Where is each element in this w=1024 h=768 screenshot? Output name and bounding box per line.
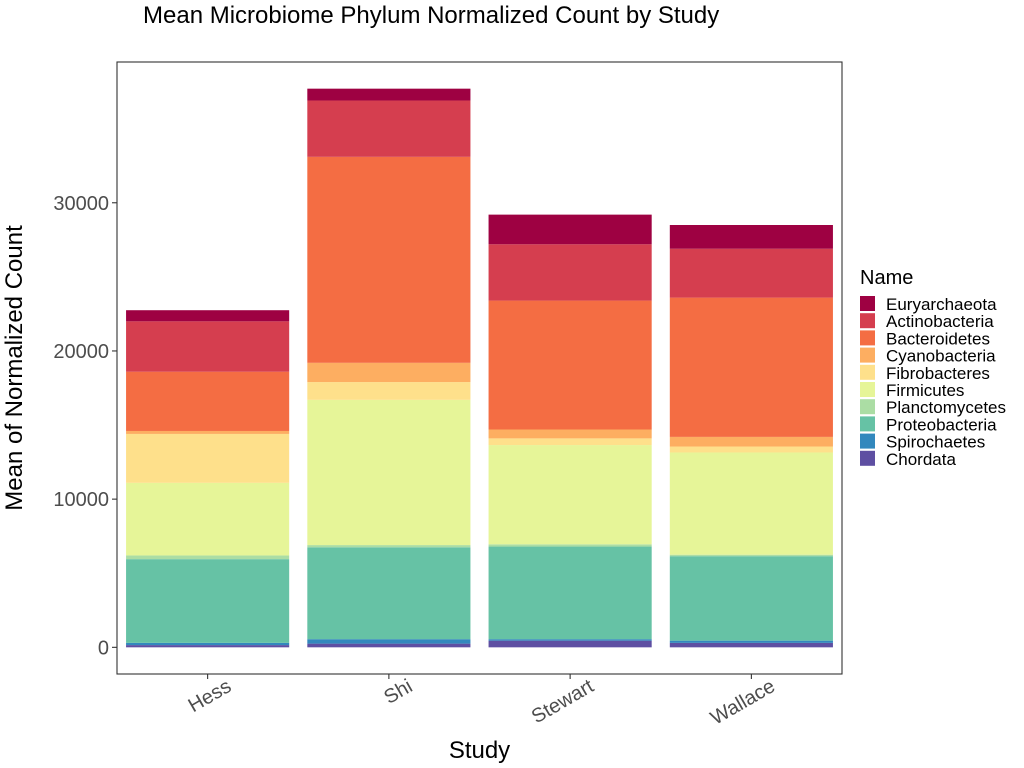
bar-segment-wallace-bacteroidetes: [669, 297, 833, 437]
bar-segment-wallace-fibrobacteres: [669, 446, 833, 453]
legend-label-actinobacteria: Actinobacteria: [886, 312, 994, 331]
bar-segment-stewart-chordata: [488, 640, 652, 648]
legend-swatch-chordata: [860, 450, 875, 466]
bar-segment-hess-actinobacteria: [126, 321, 290, 372]
bar-segment-stewart-actinobacteria: [488, 244, 652, 301]
bar-segment-shi-cyanobacteria: [307, 362, 471, 383]
bar-segment-wallace-planctomycetes: [669, 554, 833, 557]
legend-swatch-bacteroidetes: [860, 330, 875, 346]
plot-panel-border: [116, 61, 843, 675]
bar-segment-shi-chordata: [307, 643, 471, 648]
legend-label-cyanobacteria: Cyanobacteria: [886, 347, 996, 366]
y-axis: 0 10000 20000 30000: [53, 193, 117, 659]
legend-swatch-euryarchaeota: [860, 296, 875, 311]
bar-segment-hess-firmicutes: [126, 482, 290, 556]
bar-segment-stewart-planctomycetes: [488, 544, 652, 547]
legend: Name EuryarchaeotaActinobacteriaBacteroi…: [860, 267, 1006, 469]
bar-segment-stewart-spirochaetes: [488, 639, 652, 641]
bar-segment-stewart-firmicutes: [488, 445, 652, 545]
legend-label-fibrobacteres: Fibrobacteres: [886, 364, 990, 383]
bar-segment-wallace-proteobacteria: [669, 556, 833, 641]
bar-segment-shi-euryarchaeota: [307, 88, 471, 101]
bar-segment-hess-cyanobacteria: [126, 430, 290, 434]
bar-segment-stewart-proteobacteria: [488, 546, 652, 640]
legend-label-spirochaetes: Spirochaetes: [886, 433, 985, 452]
bar-segment-stewart-euryarchaeota: [488, 214, 652, 245]
bar-segment-stewart-bacteroidetes: [488, 300, 652, 430]
y-axis-title: Mean of Normalized Count: [1, 225, 28, 511]
legend-label-proteobacteria: Proteobacteria: [886, 415, 997, 434]
legend-swatch-fibrobacteres: [860, 364, 875, 380]
legend-label-planctomycetes: Planctomycetes: [886, 398, 1006, 417]
legend-swatch-planctomycetes: [860, 399, 875, 415]
x-axis-title: Study: [449, 737, 510, 764]
bar-segment-hess-chordata: [126, 645, 290, 648]
bar-segment-shi-fibrobacteres: [307, 382, 471, 400]
legend-label-bacteroidetes: Bacteroidetes: [886, 329, 990, 348]
bar-segment-shi-bacteroidetes: [307, 156, 471, 363]
x-tick-label-stewart: Stewart: [528, 675, 598, 728]
bar-segment-shi-firmicutes: [307, 399, 471, 546]
legend-label-firmicutes: Firmicutes: [886, 381, 964, 400]
x-tick-label-hess: Hess: [185, 675, 235, 717]
bar-segment-stewart-cyanobacteria: [488, 429, 652, 439]
legend-swatch-cyanobacteria: [860, 347, 875, 363]
bar-segment-shi-planctomycetes: [307, 545, 471, 548]
bar-segment-shi-spirochaetes: [307, 639, 471, 644]
bar-segment-hess-euryarchaeota: [126, 310, 290, 322]
bar-segment-hess-planctomycetes: [126, 555, 290, 560]
x-axis: Hess Shi Stewart Wallace: [185, 674, 779, 730]
y-tick-label: 10000: [53, 489, 109, 511]
bar-segment-wallace-euryarchaeota: [669, 225, 833, 249]
legend-swatch-spirochaetes: [860, 433, 875, 449]
bar-segment-wallace-spirochaetes: [669, 640, 833, 643]
legend-swatch-proteobacteria: [860, 416, 875, 432]
legend-swatch-firmicutes: [860, 382, 875, 397]
x-tick-label-wallace: Wallace: [707, 675, 779, 729]
bar-segment-hess-bacteroidetes: [126, 371, 290, 431]
bar-segment-shi-proteobacteria: [307, 547, 471, 640]
y-tick-label: 20000: [53, 341, 109, 363]
bar-segment-hess-spirochaetes: [126, 642, 290, 646]
bar-segment-hess-fibrobacteres: [126, 433, 290, 483]
x-tick-label-shi: Shi: [380, 675, 416, 709]
legend-title: Name: [860, 267, 913, 289]
legend-label-chordata: Chordata: [886, 450, 956, 469]
bar-segment-wallace-actinobacteria: [669, 248, 833, 298]
bar-segment-wallace-cyanobacteria: [669, 436, 833, 447]
chart-title: Mean Microbiome Phylum Normalized Count …: [143, 2, 719, 29]
bar-segment-stewart-fibrobacteres: [488, 438, 652, 446]
legend-swatch-actinobacteria: [860, 313, 875, 329]
y-tick-label: 0: [98, 637, 109, 659]
bars-layer: [126, 88, 833, 648]
bar-segment-wallace-chordata: [669, 642, 833, 648]
bar-segment-shi-actinobacteria: [307, 100, 471, 157]
bar-segment-wallace-firmicutes: [669, 452, 833, 555]
legend-label-euryarchaeota: Euryarchaeota: [886, 295, 997, 314]
y-tick-label: 30000: [53, 193, 109, 215]
bar-segment-hess-proteobacteria: [126, 559, 290, 643]
